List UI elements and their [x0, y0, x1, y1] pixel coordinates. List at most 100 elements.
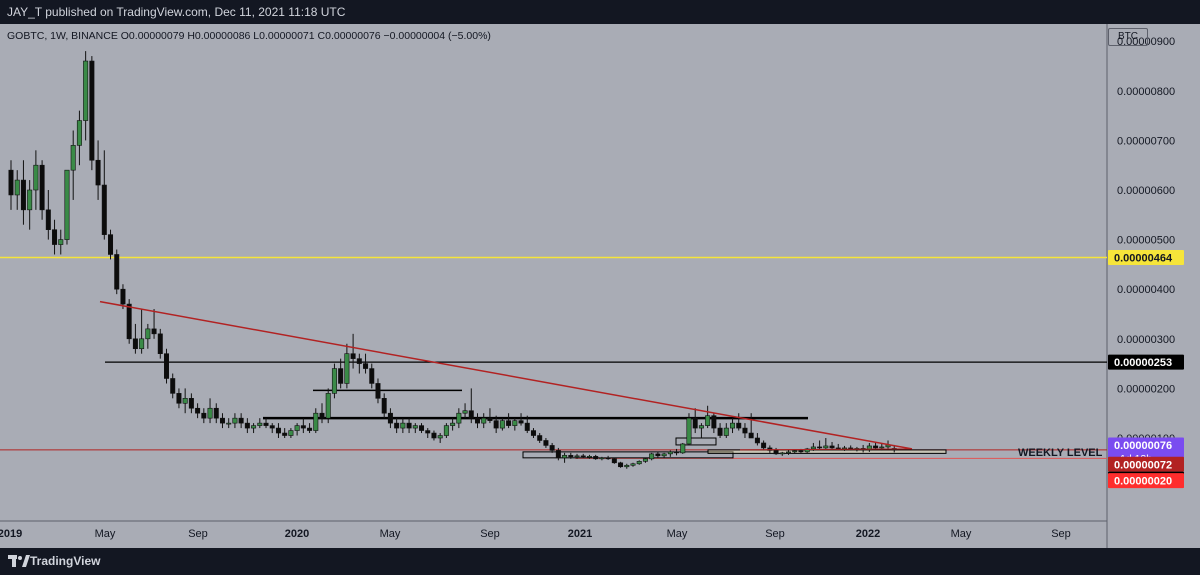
candle	[83, 51, 89, 141]
candle	[307, 423, 313, 434]
candle	[39, 160, 45, 220]
candle	[176, 388, 182, 409]
candle-body	[70, 145, 76, 171]
x-tick-label: May	[667, 528, 688, 540]
candle	[27, 180, 33, 230]
candle-body	[269, 425, 275, 429]
candle-body	[394, 422, 400, 429]
candle-body	[742, 427, 748, 434]
candle-body	[437, 435, 443, 439]
candle	[667, 450, 673, 457]
candle	[792, 449, 798, 454]
chart-svg[interactable]: WEEKLY LEVEL 0.000001000.000002000.00000…	[0, 24, 1200, 548]
candle-body	[748, 432, 754, 439]
candle	[375, 378, 381, 404]
candle-body	[493, 420, 499, 429]
candle-body	[219, 417, 225, 424]
candle	[145, 323, 151, 349]
candle	[474, 413, 480, 429]
candle	[33, 150, 39, 210]
candle	[761, 440, 767, 451]
current-price-badge-text: 0.00000076	[1114, 440, 1172, 452]
currency-badge[interactable]: BTC	[1108, 28, 1148, 46]
candle-body	[767, 447, 773, 451]
candle	[58, 229, 64, 255]
x-tick-label: Sep	[1051, 528, 1071, 540]
candle	[282, 428, 288, 438]
candle	[319, 403, 325, 424]
candle-body	[574, 455, 580, 458]
candle-body	[487, 417, 493, 421]
candle-body	[294, 425, 300, 431]
y-tick-label: 0.00000500	[1117, 235, 1175, 247]
candle	[717, 423, 723, 438]
range-boxes	[522, 437, 947, 459]
candle-body	[375, 383, 381, 399]
candle	[767, 445, 773, 453]
time-axis[interactable]: 2019 May Sep 2020 May Sep 2021 May Sep 2022 May Sep	[0, 528, 1071, 540]
candle	[350, 333, 356, 369]
candle-body	[419, 425, 425, 431]
candle	[605, 455, 611, 460]
candle	[232, 413, 238, 429]
candle	[108, 229, 114, 260]
candle-body	[698, 425, 704, 429]
candle-body	[792, 450, 798, 453]
chart-area[interactable]: WEEKLY LEVEL 0.000001000.000002000.00000…	[0, 24, 1200, 548]
candle-body	[33, 164, 39, 191]
x-tick-label: 2021	[568, 528, 592, 540]
candle-body	[499, 420, 505, 429]
candle-body	[580, 455, 586, 458]
x-tick-label: May	[380, 528, 401, 540]
candle-body	[841, 447, 847, 450]
candle	[70, 130, 76, 200]
candle-body	[468, 410, 474, 419]
x-tick-label: 2020	[285, 528, 309, 540]
range-box	[522, 451, 734, 459]
candle-body	[176, 393, 182, 404]
candle-body	[195, 407, 201, 414]
price-axis[interactable]: 0.000001000.000002000.000003000.00000400…	[1117, 36, 1175, 445]
candle-body	[611, 458, 617, 464]
candle	[344, 343, 350, 389]
candle-body	[879, 446, 885, 449]
candle-body	[244, 422, 250, 429]
candle-body	[506, 420, 512, 426]
candle	[294, 423, 300, 436]
candle	[207, 398, 213, 424]
candle	[338, 358, 344, 389]
candle-body	[363, 363, 369, 369]
candle-body	[27, 189, 33, 211]
candle-body	[64, 169, 70, 240]
candle-body	[120, 288, 126, 305]
candle-body	[89, 60, 95, 161]
candle	[313, 408, 319, 434]
candle-body	[667, 451, 673, 455]
candle-body	[288, 430, 294, 436]
candle-body	[798, 450, 804, 453]
candle-body	[182, 398, 188, 404]
candle	[64, 169, 70, 245]
candle-body	[829, 445, 835, 449]
candle	[655, 451, 661, 458]
candle-body	[369, 368, 375, 384]
published-header: JAY_T published on TradingView.com, Dec …	[0, 0, 1200, 24]
candle	[636, 460, 642, 465]
candle-body	[512, 420, 518, 426]
candle-body	[20, 179, 26, 211]
candle-body	[251, 425, 257, 429]
candle	[518, 413, 524, 426]
candle	[450, 418, 456, 431]
candle-body	[804, 448, 810, 453]
candle	[555, 447, 561, 461]
candle	[506, 413, 512, 429]
candle	[748, 413, 754, 439]
candle	[238, 413, 244, 429]
candle	[754, 433, 760, 446]
candle-body	[232, 417, 238, 424]
candle	[468, 388, 474, 424]
y-tick-label: 0.00000400	[1117, 284, 1175, 296]
candle	[779, 451, 785, 456]
wedge-lower-line	[739, 448, 913, 451]
candle	[711, 413, 717, 434]
